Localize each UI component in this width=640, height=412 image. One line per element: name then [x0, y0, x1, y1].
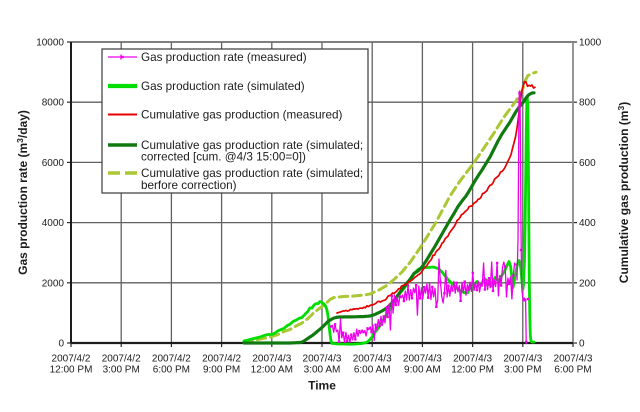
svg-text:400: 400	[579, 218, 596, 229]
svg-text:1000: 1000	[579, 38, 602, 49]
svg-text:2000: 2000	[42, 278, 65, 289]
svg-text:2007/4/2: 2007/4/2	[152, 354, 191, 365]
svg-text:9:00 PM: 9:00 PM	[203, 365, 240, 376]
svg-text:6:00 AM: 6:00 AM	[354, 365, 391, 376]
svg-text:4000: 4000	[42, 218, 65, 229]
svg-text:6:00 PM: 6:00 PM	[554, 365, 591, 376]
svg-text:2007/4/3: 2007/4/3	[403, 354, 442, 365]
svg-text:10000: 10000	[36, 38, 64, 49]
svg-text:6:00 PM: 6:00 PM	[153, 365, 190, 376]
svg-text:8000: 8000	[42, 98, 65, 109]
svg-text:12:00 PM: 12:00 PM	[451, 365, 494, 376]
svg-text:2007/4/2: 2007/4/2	[102, 354, 141, 365]
svg-text:200: 200	[579, 278, 596, 289]
svg-text:Cumulative gas production rate: Cumulative gas production rate (simulate…	[141, 167, 363, 180]
svg-text:Cumulative gas production (mea: Cumulative gas production (measured)	[141, 109, 342, 122]
svg-text:2007/4/2: 2007/4/2	[202, 354, 241, 365]
svg-text:3:00 PM: 3:00 PM	[103, 365, 140, 376]
svg-text:3:00 PM: 3:00 PM	[504, 365, 541, 376]
svg-text:6000: 6000	[42, 158, 65, 169]
svg-text:Time: Time	[308, 379, 336, 393]
svg-text:0: 0	[58, 339, 64, 350]
svg-text:3:00 AM: 3:00 AM	[304, 365, 341, 376]
svg-text:2007/4/3: 2007/4/3	[503, 354, 542, 365]
svg-text:2007/4/3: 2007/4/3	[252, 354, 291, 365]
svg-text:Cumulative gas production (m3): Cumulative gas production (m3)	[616, 102, 631, 283]
svg-text:2007/4/2: 2007/4/2	[52, 354, 91, 365]
svg-text:9:00 AM: 9:00 AM	[404, 365, 441, 376]
svg-text:corrected [cum. @4/3 15:00=0]): corrected [cum. @4/3 15:00=0])	[141, 151, 306, 164]
svg-text:Gas production rate (measured): Gas production rate (measured)	[141, 51, 307, 64]
svg-text:Cumulative gas production rate: Cumulative gas production rate (simulate…	[141, 139, 363, 152]
svg-text:600: 600	[579, 158, 596, 169]
svg-text:2007/4/3: 2007/4/3	[453, 354, 492, 365]
svg-text:0: 0	[579, 339, 585, 350]
svg-text:12:00 PM: 12:00 PM	[50, 365, 93, 376]
svg-text:12:00 AM: 12:00 AM	[251, 365, 293, 376]
svg-text:800: 800	[579, 98, 596, 109]
svg-text:Gas production rate (simulated: Gas production rate (simulated)	[141, 80, 305, 93]
svg-text:2007/4/3: 2007/4/3	[303, 354, 342, 365]
svg-text:berfore correction): berfore correction)	[141, 179, 237, 192]
svg-text:2007/4/3: 2007/4/3	[554, 354, 593, 365]
svg-text:2007/4/3: 2007/4/3	[353, 354, 392, 365]
svg-text:Gas production rate (m3/day): Gas production rate (m3/day)	[15, 110, 30, 275]
